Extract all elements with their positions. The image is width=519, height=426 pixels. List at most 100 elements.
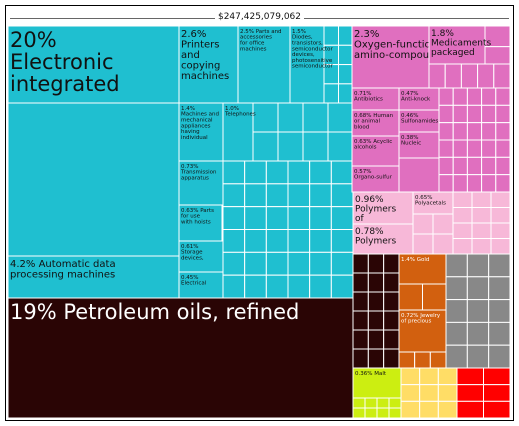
chemicals-small-cell (495, 87, 510, 106)
leaf-label-27: 0.36% Malt (355, 371, 387, 377)
leaf-label-26: 0.72% Jewelry of precious (401, 313, 441, 325)
chemicals-small-cell (438, 104, 454, 124)
leaf-rect-26 (398, 309, 447, 353)
instruments-small-cell (466, 344, 490, 369)
foodstuff-small-cell (376, 407, 390, 418)
leaf-rect-13 (351, 26, 430, 89)
electronics-small-cell (244, 160, 267, 185)
chemicals-small-cell (477, 63, 495, 89)
electronics-small-cell (222, 251, 246, 276)
petroleum-small-cell (383, 272, 400, 293)
instruments-small-cell (466, 321, 490, 346)
petroleum-small-cell (367, 348, 385, 369)
misc-small-cell (419, 367, 439, 386)
electronics-small-cell (287, 160, 311, 185)
vehicles-small-cell (456, 400, 484, 418)
leaf-label-5: 1.4% Machines and mechanical appliances havi… (181, 106, 219, 141)
chemicals-small-cell (481, 104, 497, 124)
leaf-rect-23 (412, 191, 454, 215)
treemap-svg: 20% Electronic integrated 2.6% Printers and co… (8, 26, 510, 418)
electronics-small-cell (287, 183, 311, 208)
petroleum-small-cell (352, 253, 369, 274)
chemicals-small-cell (452, 122, 468, 141)
plastics-small-cell (412, 213, 434, 235)
leaf-rect-4 (289, 26, 325, 104)
vehicles-small-cell (456, 367, 484, 386)
chemicals-small-cell (460, 63, 479, 89)
petroleum-small-cell (367, 310, 385, 331)
chemicals-small-cell (444, 63, 462, 89)
electronics-small-cell (309, 206, 332, 231)
misc-small-cell (437, 367, 458, 386)
vehicles-small-cell (483, 384, 510, 402)
electronics-small-cell (309, 251, 332, 276)
leaf-label-20: 0.38% Nucleic (401, 135, 421, 147)
chemicals-small-cell (466, 139, 483, 158)
plastics-small-cell (471, 191, 492, 208)
misc-small-cell (419, 400, 439, 418)
leaf-rect-8 (178, 204, 223, 242)
leaf-label-7: 0.73% Transmission apparatus (180, 164, 217, 182)
leaf-label-19: 0.63% Acyclic alcohols (354, 139, 392, 151)
electronics-small-cell (323, 26, 339, 46)
chemicals-small-cell (481, 87, 497, 106)
chemicals-small-cell (438, 87, 454, 106)
petroleum-small-cell (383, 329, 400, 350)
foodstuff-small-cell (388, 397, 402, 409)
leaf-rect-10 (178, 271, 224, 299)
stone-small-cell (429, 351, 447, 369)
instruments-small-cell (466, 299, 490, 323)
foodstuff-small-cell (352, 397, 366, 409)
electronics-small-cell (277, 131, 304, 162)
chemicals-small-cell (466, 174, 483, 193)
electronics-small-cell (252, 102, 279, 133)
electronics-small-cell (244, 251, 267, 276)
leaf-label-2: 2.6% Printers and copying machines (181, 29, 229, 82)
instruments-small-cell (445, 321, 468, 346)
leaf-rect-12 (8, 297, 354, 418)
electronics-small-cell (309, 160, 332, 185)
electronics-small-cell (244, 229, 267, 253)
leaf-label-24: 0.78% Polymers (355, 227, 396, 246)
plastics-small-cell (490, 207, 510, 224)
chemicals-small-cell (438, 174, 454, 193)
leaf-label-23: 0.65% Polyacetals (415, 195, 446, 207)
petroleum-small-cell (367, 253, 385, 274)
plastics-small-cell (452, 238, 473, 255)
plastics-small-cell (452, 222, 473, 239)
instruments-small-cell (488, 344, 510, 369)
leaf-label-3: 2.5% Parts and accessories for office machi… (240, 29, 282, 52)
chemicals-small-cell (438, 122, 454, 141)
stone-small-cell (398, 283, 423, 311)
electronics-small-cell (265, 274, 289, 299)
leaf-label-9: 0.61% Storage devices, (181, 244, 204, 262)
electronics-small-cell (287, 229, 311, 253)
chemicals-small-cell (495, 174, 510, 193)
plastics-small-cell (490, 222, 510, 239)
chemicals-small-cell (428, 63, 446, 89)
leaf-label-8: 0.63% Parts for use with hoists (181, 208, 214, 226)
electronics-small-cell (265, 183, 289, 208)
leaf-rect-14 (428, 26, 486, 65)
instruments-small-cell (445, 253, 468, 278)
electronics-small-cell (338, 64, 354, 85)
chemicals-small-cell (481, 122, 497, 141)
plastics-small-cell (490, 238, 510, 255)
misc-small-cell (437, 400, 458, 418)
instruments-small-cell (488, 299, 510, 323)
chemicals-small-cell (495, 139, 510, 158)
leaf-label-17: 0.68% Human or animal blood (354, 113, 394, 131)
petroleum-small-cell (367, 291, 385, 312)
electronics-small-cell (330, 206, 354, 231)
chemicals-small-cell (452, 87, 468, 106)
electronics-small-cell (222, 183, 246, 208)
chemicals-small-cell (481, 156, 497, 176)
chemicals-small-cell (466, 156, 483, 176)
instruments-small-cell (445, 344, 468, 369)
electronics-small-cell (330, 251, 354, 276)
plastics-small-cell (452, 207, 473, 224)
instruments-small-cell (445, 276, 468, 301)
leaf-rect-25 (398, 253, 447, 285)
electronics-small-cell (309, 183, 332, 208)
stone-small-cell (414, 351, 431, 369)
